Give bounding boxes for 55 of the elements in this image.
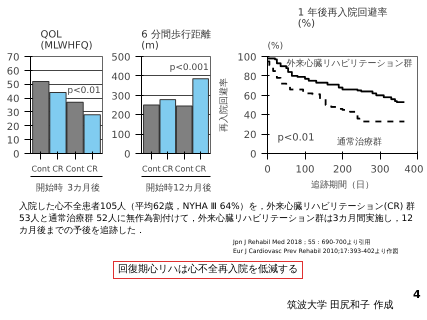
x-tick-label: 0 xyxy=(264,164,271,176)
x-tick-label: 200 xyxy=(332,164,352,176)
x-tick-label: Cont xyxy=(142,164,161,174)
y-tick-label: 60 xyxy=(6,66,20,78)
series-label: 外来心臓リハビリテーション群 xyxy=(286,58,412,69)
x-tick-label: CR xyxy=(86,164,98,174)
y-tick-label: 80 xyxy=(244,72,257,83)
text: 筑波大学 田尻和子 作成 xyxy=(287,299,394,313)
chart-subtitle: (m) xyxy=(141,40,159,52)
series-label: 通常治療群 xyxy=(336,136,382,148)
annotation: p<0.001 xyxy=(170,62,209,73)
y-tick-label: 20 xyxy=(244,130,257,142)
text: 3カ月後 xyxy=(67,182,100,194)
annotation: p<0.01 xyxy=(67,86,101,96)
y-tick-label: 0 xyxy=(124,150,131,160)
chart-subtitle: (%) xyxy=(298,18,316,30)
text: 開始時 xyxy=(146,182,174,194)
x-tick-label: 400 xyxy=(404,164,424,176)
y-tick-label: 200 xyxy=(111,110,131,122)
annotation: p<0.01 xyxy=(278,132,314,144)
x-tick-label: Cont xyxy=(174,164,194,174)
x-tick-label: 100 xyxy=(295,164,315,176)
x-axis-title: 追跡期間（日） xyxy=(311,180,374,190)
y-tick-label: 100 xyxy=(111,130,131,142)
text: 4 xyxy=(413,287,421,303)
y-tick-label: 40 xyxy=(244,110,257,122)
y-tick-label: 0 xyxy=(250,150,257,160)
x-tick-label: Cont xyxy=(31,164,50,174)
y-tick-label: 100 xyxy=(237,52,257,64)
y-tick-label: 400 xyxy=(111,72,131,83)
y-tick-label: 50 xyxy=(6,80,20,92)
y-tick-label: 300 xyxy=(111,91,131,102)
y-tick-label: 10 xyxy=(6,136,20,147)
x-tick-label: CR xyxy=(52,164,64,174)
chart-title: 6 分間歩行距離 xyxy=(141,28,211,40)
chart-subtitle: (MLWHFQ) xyxy=(40,40,93,52)
y-axis-title: 再入院回避率 xyxy=(218,78,230,132)
chart-title: 1 年後再入院回避率 xyxy=(298,6,388,18)
y-tick-label: 500 xyxy=(111,52,131,64)
y-tick-label: 30 xyxy=(6,108,20,119)
text: 12カ月後 xyxy=(173,182,212,194)
text: 入院した心不全患者105人（平均62歳，NYHA Ⅲ 64%）を，外来心臓リハビリテーション(CR) 群 53人と通常治療群 52人に無作為割付けて，外来心臓リハビリテーション群は3カ月間実施し，12カ月後までの予後を追跡した． xyxy=(19,201,416,237)
y-tick-label: 40 xyxy=(6,94,20,106)
x-tick-label: 300 xyxy=(370,164,390,176)
y-tick-label: 60 xyxy=(244,91,257,102)
x-tick-label: Cont xyxy=(66,164,84,174)
text: (%) xyxy=(268,42,284,52)
y-tick-label: 0 xyxy=(13,150,20,160)
text: 回復期心リハは心不全再入院を低減する xyxy=(113,261,303,280)
x-tick-label: CR xyxy=(162,164,174,174)
x-tick-label: CR xyxy=(195,164,207,174)
text: 開始時 xyxy=(36,182,63,194)
y-tick-label: 70 xyxy=(6,52,20,64)
chart-title: QOL xyxy=(40,30,62,40)
y-tick-label: 20 xyxy=(6,122,20,133)
